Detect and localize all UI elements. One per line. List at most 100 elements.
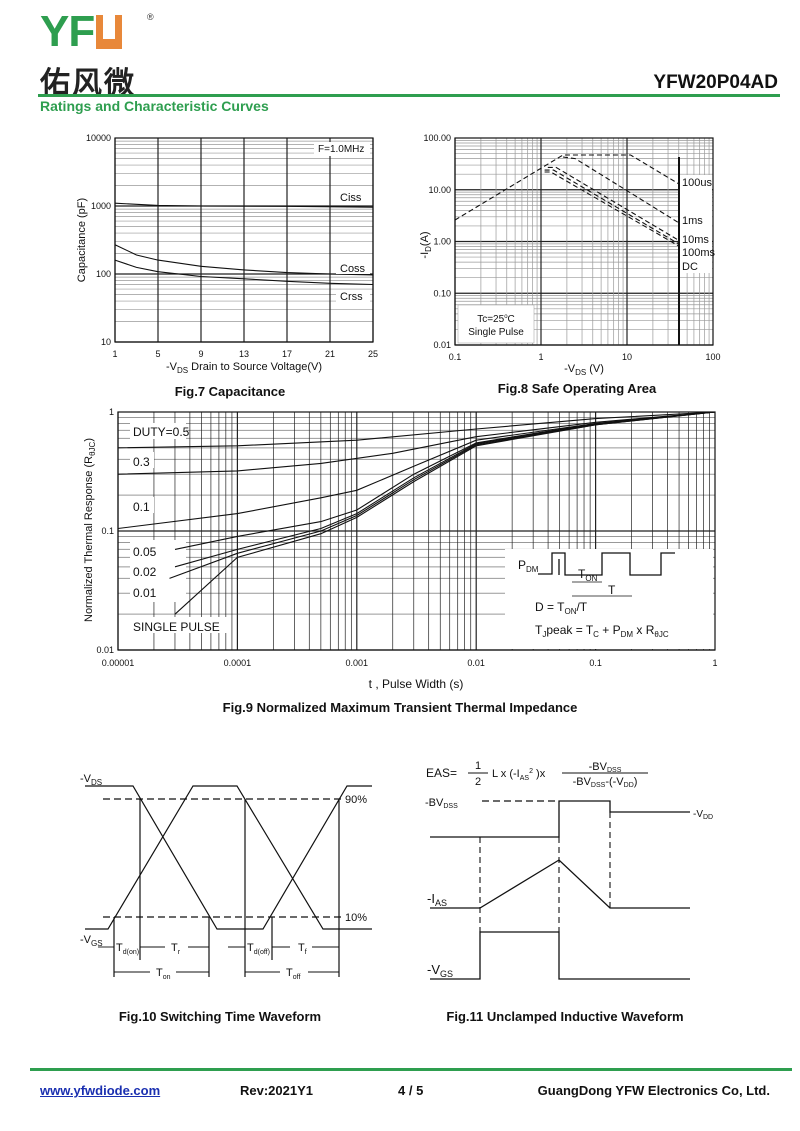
y-tick-label: 1000 xyxy=(91,201,111,211)
fig8-annotation-temp: Tc=25oC xyxy=(477,314,515,325)
x-tick-label: 17 xyxy=(282,349,292,359)
inset-pdm: PDM xyxy=(518,558,539,574)
x-tick-label: 0.00001 xyxy=(102,658,135,668)
fig9-xlabel: t , Pulse Width (s) xyxy=(369,677,464,691)
label-td-off: Td(off) xyxy=(247,942,270,956)
eas-fraction-denominator: -BVDSS-(-VDD) xyxy=(573,776,638,789)
series-line-0.05 xyxy=(174,411,716,550)
label-bvdss: -BVDSS xyxy=(425,797,458,810)
company-name: GuangDong YFW Electronics Co, Ltd. xyxy=(537,1083,770,1098)
label-duty-0.1: 0.1 xyxy=(133,500,150,514)
x-tick-label: 9 xyxy=(198,349,203,359)
series-line-crss xyxy=(114,259,374,286)
fig7-caption: Fig.7 Capacitance xyxy=(175,384,286,399)
label-tr: Tr xyxy=(171,942,181,956)
eas-numerator-half: 1 xyxy=(475,760,481,772)
y-tick-label: 100 xyxy=(96,269,111,279)
label-vdd: -VDD xyxy=(693,809,713,821)
label-ias: -IAS xyxy=(427,891,447,908)
eas-formula-mid: L x (-IAS2 )x xyxy=(492,768,546,782)
fig9-ylabel: Normalized Thermal Response (RθJC) xyxy=(83,438,97,622)
fig8-annotation-pulse: Single Pulse xyxy=(468,327,524,338)
fig8-xlabel: -VDS (V) xyxy=(564,363,604,377)
fig7-xlabel: -VDS Drain to Source Voltage(V) xyxy=(166,361,322,375)
label-vgs: -VGS xyxy=(80,934,103,948)
y-tick-label: 0.01 xyxy=(433,340,451,350)
fig11-unclamped-inductive-waveform: EAS= 1 2 L x (-IAS2 )x -BVDSS -BVDSS-(-V… xyxy=(425,760,713,1024)
series-line-100ms xyxy=(544,169,680,245)
registered-mark: ® xyxy=(147,12,154,22)
label-duty-0.05: 0.05 xyxy=(133,545,157,559)
eas-formula-label: EAS= xyxy=(426,766,457,780)
label-vds: -VDS xyxy=(80,773,102,787)
inset-t: T xyxy=(608,583,616,597)
eas-fraction-numerator: -BVDSS xyxy=(589,761,622,774)
fig8-soa-chart: 100us 1ms 10ms 100ms DC Tc=25oC Single P… xyxy=(419,133,721,396)
legend-10ms: 10ms xyxy=(682,234,709,246)
x-tick-label: 0.001 xyxy=(346,658,369,668)
logo-mark xyxy=(96,15,123,49)
label-single-pulse: SINGLE PULSE xyxy=(133,620,220,634)
eas-denominator-half: 2 xyxy=(475,776,481,788)
x-tick-label: 13 xyxy=(239,349,249,359)
x-tick-label: 0.1 xyxy=(449,352,462,362)
page-number: 4 / 5 xyxy=(398,1083,424,1098)
legend-dc: DC xyxy=(682,261,698,273)
logo: YF xyxy=(40,10,123,54)
fig7-ylabel: Capacitance (pF) xyxy=(76,198,88,282)
y-tick-label: 10.00 xyxy=(428,185,451,195)
series-line-0.02 xyxy=(174,411,716,568)
legend-1ms: 1ms xyxy=(682,215,703,227)
inset-duty-formula: D = TON/T xyxy=(535,600,588,616)
legend-100ms: 100ms xyxy=(682,247,716,259)
x-tick-label: 1 xyxy=(712,658,717,668)
y-tick-label: 0.01 xyxy=(96,645,114,655)
label-vgs-11: -VGS xyxy=(427,962,453,979)
fig9-thermal-impedance-chart: DUTY=0.5 0.3 0.1 0.05 0.02 0.01 SINGLE P… xyxy=(83,407,718,715)
label-duty-0.02: 0.02 xyxy=(133,565,157,579)
label-duty-0.3: 0.3 xyxy=(133,455,150,469)
legend-100us: 100us xyxy=(682,177,712,189)
fig7-annotation: F=1.0MHz xyxy=(318,144,364,155)
y-tick-label: 0.1 xyxy=(101,526,114,536)
x-tick-label: 1 xyxy=(538,352,543,362)
x-tick-label: 10 xyxy=(622,352,632,362)
fig9-caption: Fig.9 Normalized Maximum Transient Therm… xyxy=(223,700,578,715)
legend-ciss: Ciss xyxy=(340,192,362,204)
part-number: YFW20P04AD xyxy=(653,72,778,93)
series-line-10ms xyxy=(547,166,680,241)
label-duty-0.01: 0.01 xyxy=(133,586,157,600)
y-tick-label: 1 xyxy=(109,407,114,417)
series-line-0.1 xyxy=(117,411,716,530)
series-line-coss xyxy=(114,244,374,276)
y-tick-label: 1.00 xyxy=(433,237,451,247)
fig7-capacitance-chart: F=1.0MHz Ciss Coss Crss 1 5 9 13 17 21 25 10 100… xyxy=(76,133,378,399)
inset-tj-formula: TJpeak = TC + PDM x RθJC xyxy=(535,623,669,639)
fig8-ylabel: -ID(A) xyxy=(419,231,433,258)
section-title: Ratings and Characteristic Curves xyxy=(40,98,269,114)
y-tick-label: 100.00 xyxy=(423,133,451,143)
fig10-switching-waveform: -VDS -VGS 90% 10% Td(on) Tr Td(off) Tf T… xyxy=(80,773,372,1024)
x-tick-label: 21 xyxy=(325,349,335,359)
fig11-caption: Fig.11 Unclamped Inductive Waveform xyxy=(446,1009,683,1024)
legend-coss: Coss xyxy=(340,263,366,275)
y-tick-label: 10 xyxy=(101,337,111,347)
series-line-duty-0.5 xyxy=(117,411,716,449)
duty-cycle-inset xyxy=(538,552,675,597)
x-tick-label: 0.1 xyxy=(589,658,602,668)
website-link[interactable]: www.yfwdiode.com xyxy=(40,1083,161,1098)
series-line-1ms xyxy=(562,156,680,224)
series-line-single-pulse xyxy=(174,411,716,615)
fig10-caption: Fig.10 Switching Time Waveform xyxy=(119,1009,321,1024)
label-toff: Toff xyxy=(286,967,300,981)
footer-divider xyxy=(30,1068,792,1071)
x-tick-label: 0.0001 xyxy=(224,658,252,668)
header-divider xyxy=(38,94,780,97)
x-tick-label: 25 xyxy=(368,349,378,359)
label-10-percent: 10% xyxy=(345,912,367,924)
x-tick-label: 5 xyxy=(155,349,160,359)
series-line-ciss xyxy=(114,202,374,208)
label-ton: Ton xyxy=(156,967,171,981)
label-90-percent: 90% xyxy=(345,794,367,806)
y-tick-label: 0.10 xyxy=(433,288,451,298)
